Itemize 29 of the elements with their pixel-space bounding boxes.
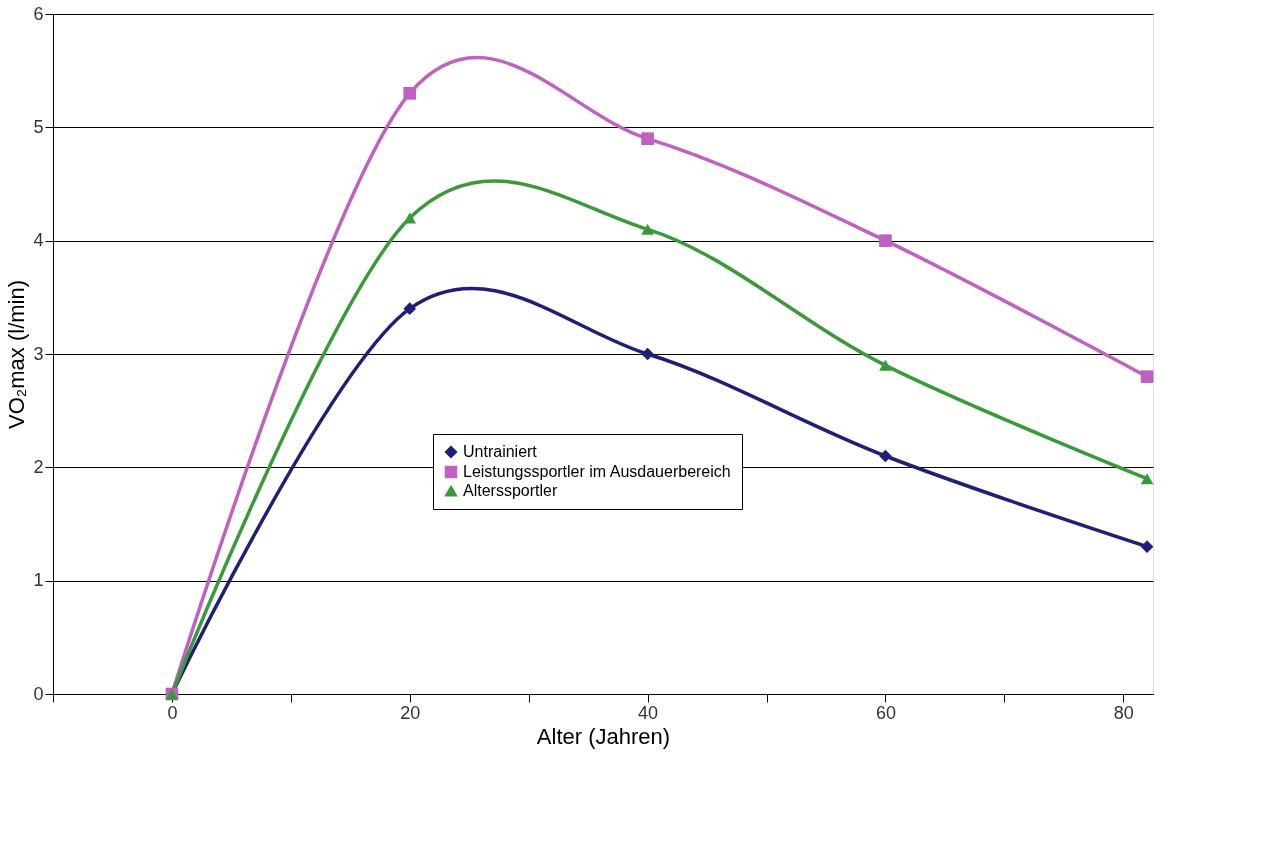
y-tick-label: 6 [33, 3, 44, 24]
point [641, 223, 654, 235]
point [879, 359, 892, 371]
y-tick-label: 5 [33, 116, 44, 137]
point [879, 449, 892, 463]
y-tick-label: 0 [33, 683, 44, 704]
x-tick-label: 60 [875, 702, 896, 723]
point [1140, 370, 1154, 383]
y-tick-label: 1 [33, 570, 44, 591]
x-tick-label: 40 [638, 702, 659, 723]
point [403, 212, 417, 224]
point [879, 234, 892, 247]
x-tick-label: 20 [400, 702, 421, 723]
y-tick-label: 2 [33, 456, 44, 477]
x-tick-label: 80 [1113, 702, 1134, 723]
point [1140, 473, 1154, 485]
x-axis-title: Alter (Jahren) [536, 723, 671, 749]
point [1140, 540, 1154, 553]
legend-label: Untrainiert [463, 443, 538, 460]
point [403, 87, 417, 100]
point [641, 347, 654, 361]
y-tick-label: 3 [33, 343, 44, 364]
y-tick-label: 4 [33, 230, 44, 251]
x-tick-label: 0 [167, 702, 178, 723]
legend-label: Alterssportler [463, 482, 558, 499]
legend-label: Leistungssportler im Ausdauerbereich [463, 463, 731, 480]
point [403, 302, 417, 315]
y-axis-title: VO₂max (l/min) [4, 279, 30, 430]
point [641, 132, 654, 145]
